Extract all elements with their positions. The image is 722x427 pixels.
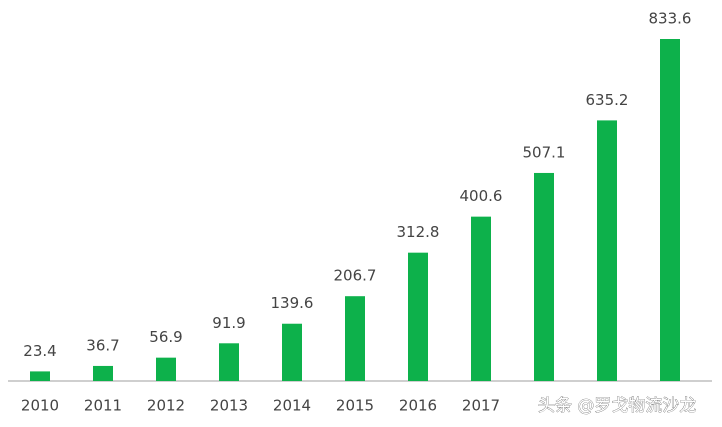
data-label: 833.6 — [649, 10, 692, 28]
data-label: 91.9 — [212, 314, 245, 332]
x-tick-label: 2014 — [273, 397, 311, 415]
bar — [345, 296, 365, 381]
x-tick-label: 2013 — [210, 397, 248, 415]
bar — [93, 365, 113, 381]
bar — [408, 252, 428, 381]
data-label: 312.8 — [397, 223, 440, 241]
data-label: 56.9 — [149, 328, 182, 346]
bar — [534, 172, 554, 381]
x-tick-label: 2016 — [399, 397, 437, 415]
watermark: 头条 @罗戈物流沙龙 — [538, 396, 696, 416]
data-label: 23.4 — [23, 342, 56, 360]
bar — [597, 120, 617, 382]
x-tick-label: 2011 — [84, 397, 122, 415]
x-tick-label: 2012 — [147, 397, 185, 415]
x-tick-label: 2015 — [336, 397, 374, 415]
data-label: 206.7 — [334, 267, 377, 285]
bar — [471, 216, 491, 381]
bar — [30, 371, 50, 381]
bar — [282, 323, 302, 381]
data-label: 635.2 — [586, 91, 629, 109]
data-label: 400.6 — [460, 187, 503, 205]
data-label: 36.7 — [86, 336, 119, 354]
bar — [156, 357, 176, 381]
x-tick-label: 2010 — [21, 397, 59, 415]
x-tick-label: 2017 — [462, 397, 500, 415]
bar — [219, 343, 239, 381]
bar — [660, 39, 680, 381]
data-label: 507.1 — [523, 143, 566, 161]
data-label: 139.6 — [271, 294, 314, 312]
